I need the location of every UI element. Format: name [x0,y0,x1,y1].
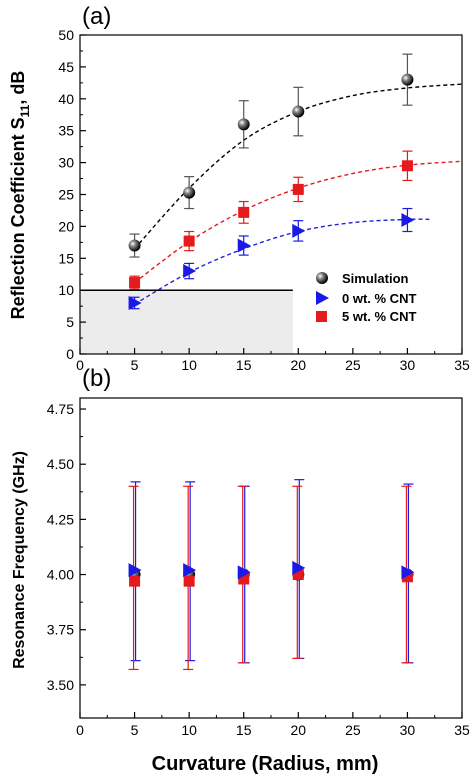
panel-a-x-tick-label: 15 [236,357,252,373]
panel-a-axes: 0 5 10 15 20 25 30 35 0 5 10 15 20 25 30 35 40 45 50 [58,27,470,373]
panel-a-y-tick-label: 10 [58,282,74,298]
point-0-wt-cnt [128,295,142,310]
point-simulation [401,73,414,86]
panel-b-x-tick-label: 25 [345,722,361,738]
threshold-shaded-region [80,290,293,354]
legend-label-0-wt-cnt: 0 wt. % CNT [342,291,416,306]
panel-b-letter: (b) [82,365,111,392]
point-0-wt-cnt [237,565,251,580]
point-5-wt-cnt [401,160,413,172]
panel-a-y-tick-label: 45 [58,59,74,75]
panel-b-y-tick-label: 3.75 [47,622,74,638]
point-simulation [237,118,250,131]
point-0-wt-cnt [401,565,415,580]
panel-b: (b) 0 5 10 15 20 25 30 35 3.50 3.75 4.00 4.25 4.50 4.… [11,365,470,775]
panel-b-x-tick-label: 20 [290,722,306,738]
point-0-wt-cnt [237,238,251,253]
panel-b-y-tick-label: 4.25 [47,511,74,527]
point-0-wt-cnt [292,560,306,575]
panel-a-y-tick-label: 35 [58,123,74,139]
panel-a-y-tick-label: 50 [58,27,74,43]
point-5-wt-cnt [238,206,250,218]
point-0-wt-cnt [292,223,306,238]
legend: Simulation 0 wt. % CNT 5 wt. % CNT [316,271,416,324]
panel-a-data-marks [128,53,415,310]
panel-b-x-tick-label: 30 [400,722,416,738]
panel-a-y-tick-label: 25 [58,187,74,203]
panel-b-y-tick-label: 4.50 [47,456,74,472]
panel-b-x-tick-label: 10 [181,722,197,738]
panel-a-y-tick-label: 40 [58,91,74,107]
panel-b-x-tick-label: 15 [236,722,252,738]
panel-a-y-tick-label: 20 [58,218,74,234]
panel-a-y-axis-label: Reflection Coefficient S11, dB [8,71,32,320]
point-5-wt-cnt [238,573,250,585]
panel-a-x-tick-label: 0 [76,357,84,373]
panel-a-x-tick-label: 10 [181,357,197,373]
panel-b-data-marks [128,479,415,671]
panel-a-x-tick-label: 20 [290,357,306,373]
point-5-wt-cnt [292,569,304,581]
point-0-wt-cnt [183,563,197,578]
legend-marker-simulation [316,272,328,284]
panel-b-y-tick-label: 3.50 [47,677,74,693]
point-5-wt-cnt [183,575,195,587]
point-5-wt-cnt [183,235,195,247]
point-5-wt-cnt [129,277,141,289]
panel-b-y-axis-label: Resonance Frequency (GHz) [11,451,28,669]
point-5-wt-cnt [401,571,413,583]
legend-marker-5-wt-cnt [316,311,327,322]
legend-label-simulation: Simulation [342,271,409,286]
panel-b-x-tick-label: 0 [76,722,84,738]
point-5-wt-cnt [129,575,141,587]
x-axis-label: Curvature (Radius, mm) [152,753,379,775]
point-simulation [292,105,305,118]
panel-b-axes: 0 5 10 15 20 25 30 35 3.50 3.75 4.00 4.25 4.50 4.75 [47,401,470,738]
point-5-wt-cnt [292,183,304,195]
panel-a-y-tick-label: 0 [66,346,74,362]
panel-a-x-tick-label: 35 [454,357,470,373]
panel-a-letter: (a) [82,3,111,30]
point-simulation [128,239,141,252]
panel-a-y-tick-label: 30 [58,155,74,171]
point-simulation [183,186,196,199]
panel-b-y-tick-label: 4.75 [47,401,74,417]
panel-b-y-tick-label: 4.00 [47,567,74,583]
panel-a-y-tick-label: 15 [58,250,74,266]
point-0-wt-cnt [183,264,197,279]
panel-a-x-tick-label: 25 [345,357,361,373]
panel-b-x-tick-label: 5 [131,722,139,738]
panel-a: (a) 0 5 10 15 20 25 30 35 0 5 10 15 20 25 30 35 40 45 50 R… [8,3,470,373]
panel-a-x-tick-label: 30 [400,357,416,373]
panel-b-x-tick-label: 35 [454,722,470,738]
point-0-wt-cnt [128,563,142,578]
legend-marker-0-wt-cnt [316,291,329,305]
panel-a-y-tick-label: 5 [66,314,74,330]
panel-a-x-tick-label: 5 [131,357,139,373]
point-0-wt-cnt [401,213,415,228]
legend-label-5-wt-cnt: 5 wt. % CNT [342,309,416,324]
